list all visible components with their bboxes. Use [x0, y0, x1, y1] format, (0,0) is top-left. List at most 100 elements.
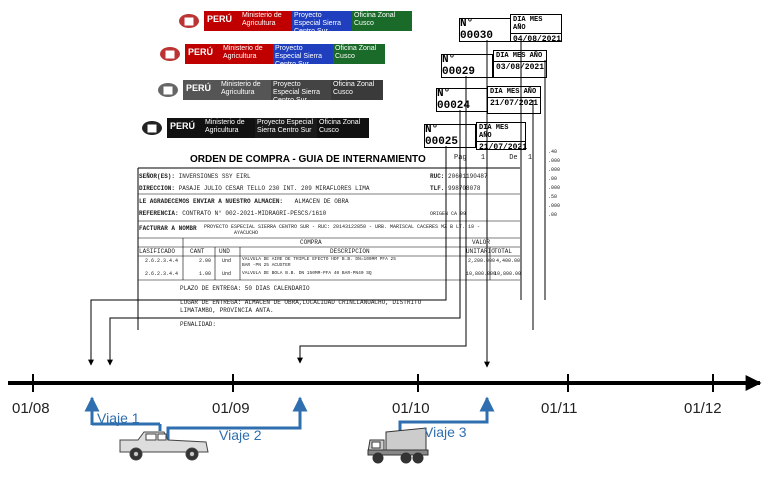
tick-label-oct: 01/10	[392, 400, 430, 417]
doc-header-00030: PERÚ Ministerio de Agricultura Proyecto …	[174, 11, 412, 35]
doc-header-00024: PERÚ Ministerio de Agricultura Proyecto …	[153, 80, 383, 104]
ministry-label: Ministerio de Agricultura	[219, 80, 271, 100]
senor-value: INVERSIONES SSY EIRL	[178, 173, 251, 180]
connector-00025	[88, 146, 447, 366]
col-clasificado: LASIFICADO	[139, 248, 176, 255]
lugar-text: LUGAR DE ENTREGA: ALMACEN DE OBRA,LOCALI…	[180, 299, 422, 306]
ruc-label: RUC:	[430, 173, 445, 180]
office-label: Oficina Zonal Cusco	[317, 118, 369, 138]
row-cant: 2.00	[199, 258, 212, 264]
row-desc: VALVULA DE BOLA B.B. DN 150MM-PFA 40 BAR…	[242, 271, 372, 276]
peru-label: PERÚ	[185, 44, 221, 64]
row-und: Und	[222, 258, 232, 264]
facturar-label: FACTURAR A NOMBR	[139, 225, 197, 232]
ruc-value: 20601190487	[448, 173, 488, 180]
date-box-00024: DIA MES AÑO 21/07/2021	[487, 86, 541, 114]
peru-seal-icon	[155, 44, 185, 64]
enviar-value: ALMACEN DE OBRA	[294, 198, 349, 205]
row-und: Und	[222, 271, 232, 277]
row-cls: 2.6.2.3.4.4	[145, 271, 179, 277]
peru-label: PERÚ	[183, 80, 219, 100]
trip-label-2: Viaje 2	[219, 427, 262, 443]
row-unit: 2,200.000	[468, 258, 496, 264]
trip-label-3: Viaje 3	[424, 424, 467, 440]
doc-header-00025: PERÚ Ministerio de Agricultura Proyecto …	[137, 118, 369, 138]
row-cls: 2.6.2.3.4.4	[145, 258, 179, 264]
direccion-value: PASAJE JULIO CESAR TELLO 230 INT. 209 MI…	[178, 185, 370, 192]
tick-label-dec: 01/12	[684, 400, 722, 417]
project-label: Proyecto Especial Sierra Centro Sur	[271, 80, 331, 104]
dump-truck-icon	[367, 427, 429, 464]
row-desc: VALVULA DE AIRE DE TRIPLE EFECTO HDF B.B…	[242, 257, 396, 262]
peru-seal-icon	[174, 11, 204, 31]
row-total: 4,400.00	[496, 258, 521, 264]
trip-arrow-2	[166, 396, 308, 445]
col-cant: CANT	[190, 248, 205, 255]
row-cant: 1.00	[199, 271, 212, 277]
peru-seal-icon	[137, 118, 167, 138]
date-header: DIA MES AÑO	[477, 123, 525, 142]
connector-00029	[297, 76, 467, 364]
timeline-axis	[8, 374, 762, 392]
col-descripcion: DESCRIPCION	[330, 248, 370, 255]
penalidad-text: PENALIDAD:	[180, 321, 217, 328]
lugar-text-2: LIMATAMBO, PROVINCIA ANTA.	[180, 307, 274, 314]
of-label: De	[509, 154, 518, 162]
date-header: DIA MES AÑO	[494, 51, 546, 62]
tick-label-sep: 01/09	[212, 400, 250, 417]
facturar-value: PROYECTO ESPECIAL SIERRA CENTRO SUR - RU…	[204, 224, 481, 230]
row-total: 10,800.00	[494, 271, 522, 277]
office-label: Oficina Zonal Cusco	[331, 80, 383, 100]
date-value: 03/08/2021	[496, 63, 545, 72]
tlf-label: TLF.	[430, 185, 445, 192]
date-box-00025: DIA MES AÑO 21/07/2021	[476, 122, 528, 152]
date-value: 04/08/2021	[513, 35, 562, 44]
date-box-00030: DIA MES AÑO 04/08/2021	[510, 14, 562, 44]
ministry-label: Ministerio de Agricultura	[203, 118, 255, 138]
col-und: UND	[219, 248, 230, 255]
office-label: Oficina Zonal Cusco	[352, 11, 412, 31]
row-unit: 10,800.000	[466, 271, 497, 277]
project-label: Proyecto Especial Sierra Centro Sur	[255, 118, 317, 138]
tick-label-nov: 01/11	[541, 400, 578, 417]
project-label: Proyecto Especial Sierra Centro Sur	[292, 11, 352, 35]
col-unitario: UNITARIO	[466, 248, 495, 255]
date-value: 21/07/2021	[490, 99, 539, 108]
plazo-text: PLAZO DE ENTREGA: 50 DIAS CALENDARIO	[180, 285, 310, 292]
row-desc2: BAR -PN 25 ACUSTER	[242, 263, 291, 268]
ministry-label: Ministerio de Agricultura	[240, 11, 292, 31]
doc-number-00025: N° 00025	[424, 124, 476, 148]
referencia-value: CONTRATO N° 002-2021-MIDRAGRI-PESCS/1610	[182, 210, 327, 217]
doc-number-00024: N° 00024	[436, 88, 488, 112]
doc-header-00029: PERÚ Ministerio de Agricultura Proyecto …	[155, 44, 385, 68]
enviar-label: LE AGRADECEMOS ENVIAR A NUESTRO ALMACEN:	[139, 198, 284, 205]
direccion-label: DIRECCION:	[139, 185, 176, 192]
senor-label: SEÑOR(ES):	[139, 173, 176, 180]
connector-00024	[107, 110, 461, 366]
trip-label-1: Viaje 1	[97, 410, 140, 426]
office-label: Oficina Zonal Cusco	[333, 44, 385, 64]
peru-label: PERÚ	[167, 118, 203, 138]
of-num: 1	[527, 154, 533, 162]
page-num: 1	[480, 154, 486, 162]
peru-label: PERÚ	[204, 11, 240, 31]
order-title: ORDEN DE COMPRA - GUIA DE INTERNAMIENTO	[190, 154, 426, 165]
date-header: DIA MES AÑO	[511, 15, 561, 34]
date-header: DIA MES AÑO	[488, 87, 540, 98]
valor-label: VALOR	[472, 239, 491, 246]
pickup-truck-icon	[119, 431, 209, 461]
tlf-value: 998708078	[448, 185, 481, 192]
date-box-00029: DIA MES AÑO 03/08/2021	[493, 50, 547, 78]
compra-label: COMPRA	[300, 239, 322, 246]
referencia-label: REFERENCIA:	[139, 210, 179, 217]
date-value: 21/07/2021	[479, 143, 528, 152]
doc-number-00029: N° 00029	[441, 54, 493, 78]
origen-label: ORIGEN CA 99	[430, 211, 467, 217]
col-total: TOTAL	[494, 248, 513, 255]
doc-number-00030: N° 00030	[459, 18, 511, 42]
facturar-value-2: AYACUCHO	[234, 230, 259, 236]
page-edge-fragments: .40.000.000.00.000.50.000.00	[548, 149, 561, 218]
ministry-label: Ministerio de Agricultura	[221, 44, 273, 64]
